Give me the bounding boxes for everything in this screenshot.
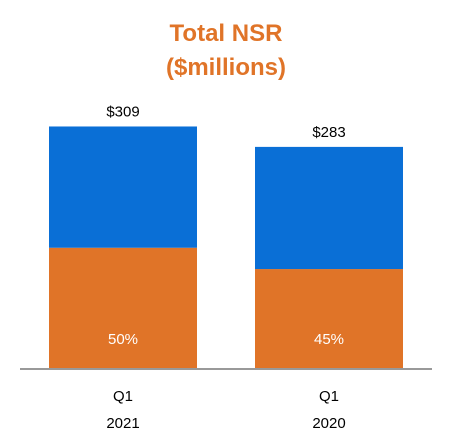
- bar-segment-orange-1: [255, 269, 403, 369]
- bars-group: 50% $309 Q1 2021 45% $283 Q1 2020: [49, 103, 403, 432]
- bar-segment-blue-1: [255, 146, 403, 270]
- x-tick-label-line1-0: Q1: [113, 388, 133, 405]
- x-tick-label-line2-0: 2021: [106, 415, 139, 432]
- segment-share-label-0: 50%: [108, 331, 138, 348]
- x-tick-label-line1-1: Q1: [319, 388, 339, 405]
- bar-total-label-0: $309: [106, 103, 139, 120]
- chart-subtitle: ($millions): [166, 54, 286, 81]
- chart-title: Total NSR: [170, 20, 283, 47]
- segment-share-label-1: 45%: [314, 331, 344, 348]
- bar-total-label-1: $283: [312, 124, 345, 141]
- bar-segment-orange-0: [49, 247, 197, 369]
- bar-segment-blue-0: [49, 126, 197, 248]
- x-tick-label-line2-1: 2020: [312, 415, 345, 432]
